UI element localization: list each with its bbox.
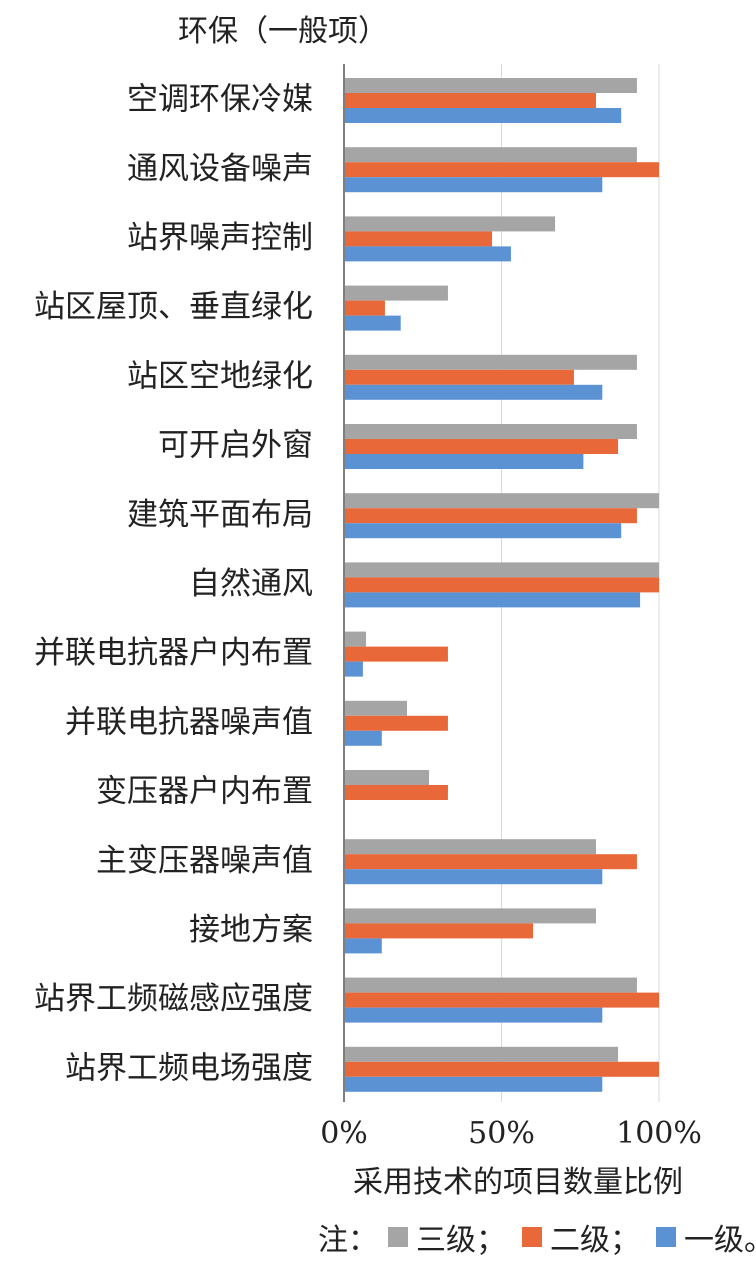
bar-一级 xyxy=(345,1076,603,1092)
bar-二级 xyxy=(345,439,619,454)
bar-三级 xyxy=(345,700,407,716)
category-label: 并联电抗器噪声值 xyxy=(65,704,313,740)
bar-一级 xyxy=(345,730,382,746)
bar-三级 xyxy=(345,285,448,301)
category-label: 站界工频磁感应强度 xyxy=(34,981,313,1017)
legend-item-level3: 三级 ； xyxy=(378,1215,512,1259)
bar-三级 xyxy=(345,78,637,93)
bar-二级 xyxy=(345,923,533,939)
bar-三级 xyxy=(345,562,659,578)
category-label: 可开启外窗 xyxy=(158,428,313,464)
x-tick-label: 0% xyxy=(320,1116,368,1151)
category-label: 主变压器噪声值 xyxy=(96,843,313,879)
bar-一级 xyxy=(345,1007,603,1023)
category-label: 自然通风 xyxy=(189,566,313,602)
bar-一级 xyxy=(345,592,641,608)
bar-一级 xyxy=(345,315,401,331)
legend-swatch-level2 xyxy=(522,1227,542,1247)
bar-二级 xyxy=(345,785,448,800)
category-label: 变压器户内布置 xyxy=(96,774,313,810)
x-tick-label: 100% xyxy=(616,1116,702,1151)
category-label: 接地方案 xyxy=(189,912,313,948)
legend-sep: ； xyxy=(610,1223,640,1258)
bar-一级 xyxy=(345,938,382,954)
bar-二级 xyxy=(345,231,493,247)
chart-title: 环保（一般项） xyxy=(178,14,388,49)
category-label: 建筑平面布局 xyxy=(127,497,313,533)
legend-prefix: 注： xyxy=(318,1223,378,1258)
bar-三级 xyxy=(345,908,596,924)
bar-三级 xyxy=(345,977,637,993)
bar-一级 xyxy=(345,869,603,885)
x-axis-label: 采用技术的项目数量比例 xyxy=(353,1165,683,1200)
bar-二级 xyxy=(345,93,596,108)
bar-二级 xyxy=(345,854,637,870)
bar-三级 xyxy=(345,216,556,232)
legend-label-level1: 一级 xyxy=(684,1223,744,1258)
bar-三级 xyxy=(345,493,659,509)
bar-一级 xyxy=(345,108,622,123)
bar-二级 xyxy=(345,577,659,593)
bar-二级 xyxy=(345,300,385,316)
legend-label-level2: 二级 xyxy=(550,1223,610,1258)
bar-三级 xyxy=(345,839,596,855)
category-label: 并联电抗器户内布置 xyxy=(34,635,313,671)
legend-sep: 。 xyxy=(744,1215,756,1259)
bar-三级 xyxy=(345,770,430,785)
category-label: 站区空地绿化 xyxy=(127,358,313,394)
bar-二级 xyxy=(345,508,637,524)
bar-三级 xyxy=(345,354,637,370)
legend-sep: ； xyxy=(476,1223,506,1258)
bar-二级 xyxy=(345,715,448,731)
category-label: 站界工频电场强度 xyxy=(65,1050,313,1086)
legend: 注： 三级 ； 二级 ； 一级 。 xyxy=(318,1215,756,1259)
bar-二级 xyxy=(345,1061,659,1077)
category-label: 站区屋顶、垂直绿化 xyxy=(34,289,313,325)
bar-二级 xyxy=(345,992,659,1008)
bar-一级 xyxy=(345,523,622,539)
bar-三级 xyxy=(345,147,637,163)
bar-一级 xyxy=(345,454,584,469)
bar-三级 xyxy=(345,424,637,439)
legend-item-level2: 二级 ； xyxy=(512,1215,646,1259)
bars xyxy=(345,78,659,1092)
x-tick-labels: 0% 50% 100% xyxy=(320,1116,702,1151)
category-label: 通风设备噪声 xyxy=(127,151,313,187)
bar-三级 xyxy=(345,1046,619,1062)
legend-swatch-level3 xyxy=(388,1227,408,1247)
legend-swatch-level1 xyxy=(656,1227,676,1247)
bar-一级 xyxy=(345,384,603,400)
category-label: 空调环保冷媒 xyxy=(127,82,313,118)
category-label: 站界噪声控制 xyxy=(127,220,313,256)
bar-二级 xyxy=(345,162,659,178)
bar-一级 xyxy=(345,661,363,677)
bar-三级 xyxy=(345,631,367,647)
bar-一级 xyxy=(345,177,603,193)
legend-label-level3: 三级 xyxy=(416,1223,476,1258)
category-labels: 空调环保冷媒通风设备噪声站界噪声控制站区屋顶、垂直绿化站区空地绿化可开启外窗建筑… xyxy=(34,82,313,1087)
bar-二级 xyxy=(345,646,448,662)
x-tick-label: 50% xyxy=(468,1116,535,1151)
bar-一级 xyxy=(345,246,511,262)
legend-item-level1: 一级 。 xyxy=(646,1215,756,1259)
bar-二级 xyxy=(345,369,574,385)
